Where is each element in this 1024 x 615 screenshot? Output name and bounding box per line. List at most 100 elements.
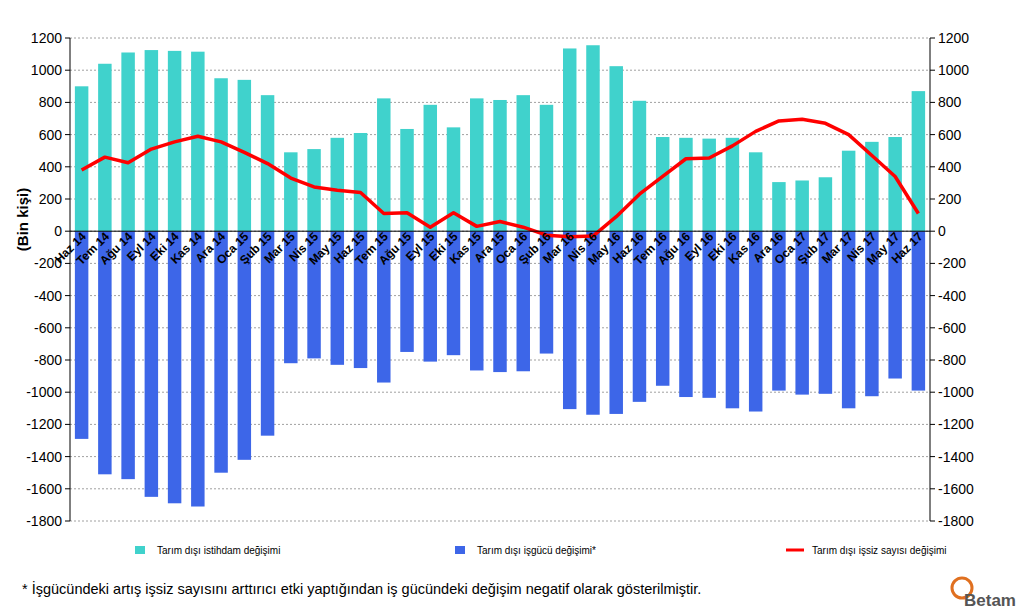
- bar: [354, 133, 367, 231]
- logo-text: Betam: [964, 591, 1016, 610]
- tick: [65, 70, 70, 71]
- tick-label: -1400: [938, 449, 974, 465]
- legend-label: Tarım dışı işsiz sayısı değişimi: [812, 545, 946, 556]
- tick: [930, 521, 935, 522]
- tick-label: -1800: [26, 513, 62, 529]
- bar: [191, 231, 204, 506]
- bar: [633, 101, 646, 231]
- tick-label: 400: [39, 159, 63, 175]
- tick-label: -800: [938, 352, 966, 368]
- tick: [930, 134, 935, 135]
- tick-label: 1000: [938, 62, 969, 78]
- grid-line: [70, 521, 930, 522]
- bar: [679, 138, 692, 231]
- tick: [930, 295, 935, 296]
- background: [0, 0, 1024, 615]
- bar: [121, 52, 134, 231]
- plot-area: [75, 45, 925, 506]
- tick-label: -800: [34, 352, 62, 368]
- tick-label: 1200: [938, 30, 969, 46]
- y-axis: [70, 38, 71, 521]
- bar: [168, 231, 181, 503]
- tick: [65, 488, 70, 489]
- tick-label: -1800: [938, 513, 974, 529]
- tick-label: 600: [938, 127, 962, 143]
- tick: [930, 263, 935, 264]
- legend-label: Tarım dışı işgücü değişimi*: [477, 545, 596, 556]
- footnote: * İşgücündeki artış işsiz sayısını arttı…: [22, 580, 701, 597]
- bar: [702, 139, 715, 232]
- bar: [284, 152, 297, 231]
- tick-label: 800: [39, 94, 63, 110]
- bar: [98, 64, 111, 231]
- tick-label: 400: [938, 159, 962, 175]
- tick-label: -400: [938, 288, 966, 304]
- tick: [65, 360, 70, 361]
- tick-label: -600: [34, 320, 62, 336]
- bar: [331, 138, 344, 231]
- tick-label: 1000: [31, 62, 62, 78]
- y2-axis: [930, 38, 931, 521]
- tick: [65, 327, 70, 328]
- tick-label: -1200: [26, 416, 62, 432]
- bar: [749, 152, 762, 231]
- tick: [65, 231, 70, 232]
- bar: [214, 231, 227, 473]
- bar: [98, 231, 111, 474]
- bar: [517, 95, 530, 231]
- bar: [586, 45, 599, 231]
- bar: [563, 48, 576, 231]
- bar: [609, 66, 622, 231]
- tick: [65, 295, 70, 296]
- tick-label: 200: [938, 191, 962, 207]
- bar: [121, 231, 134, 479]
- bar: [912, 91, 925, 231]
- tick: [930, 327, 935, 328]
- bar: [842, 151, 855, 232]
- grid-line: [70, 38, 930, 39]
- bar: [191, 52, 204, 232]
- bar: [424, 105, 437, 231]
- tick-label: 200: [39, 191, 63, 207]
- bar: [145, 231, 158, 497]
- bar: [214, 78, 227, 231]
- legend-swatch: [135, 546, 145, 554]
- tick: [930, 360, 935, 361]
- tick: [65, 199, 70, 200]
- tick: [65, 102, 70, 103]
- bar: [307, 149, 320, 231]
- bar: [772, 182, 785, 231]
- tick-label: -1400: [26, 449, 62, 465]
- y-axis-label: (Bin kişi): [14, 188, 31, 251]
- tick: [65, 263, 70, 264]
- tick-label: -1200: [938, 416, 974, 432]
- tick: [65, 424, 70, 425]
- tick-label: 800: [938, 94, 962, 110]
- bar: [540, 105, 553, 231]
- tick: [930, 488, 935, 489]
- tick-label: 1200: [31, 30, 62, 46]
- tick: [930, 70, 935, 71]
- bar: [75, 86, 88, 231]
- tick-label: -1600: [938, 481, 974, 497]
- bar: [493, 100, 506, 231]
- tick-label: -600: [938, 320, 966, 336]
- tick-label: 0: [54, 223, 62, 239]
- tick: [930, 38, 935, 39]
- tick-label: -1000: [938, 384, 974, 400]
- bar: [656, 137, 669, 231]
- tick-label: -1600: [26, 481, 62, 497]
- tick: [930, 424, 935, 425]
- tick: [930, 199, 935, 200]
- category-label: Haz 17: [889, 229, 926, 266]
- tick-label: 0: [938, 223, 946, 239]
- chart: -1800 -1600 -1400 -1200 -1000 -800 -600 -400 -20…: [0, 0, 1024, 615]
- tick-label: -1000: [26, 384, 62, 400]
- bar: [145, 50, 158, 231]
- legend-swatch: [455, 546, 465, 554]
- tick: [930, 231, 935, 232]
- bar: [819, 177, 832, 231]
- tick: [65, 392, 70, 393]
- tick: [65, 521, 70, 522]
- tick-label: -200: [938, 255, 966, 271]
